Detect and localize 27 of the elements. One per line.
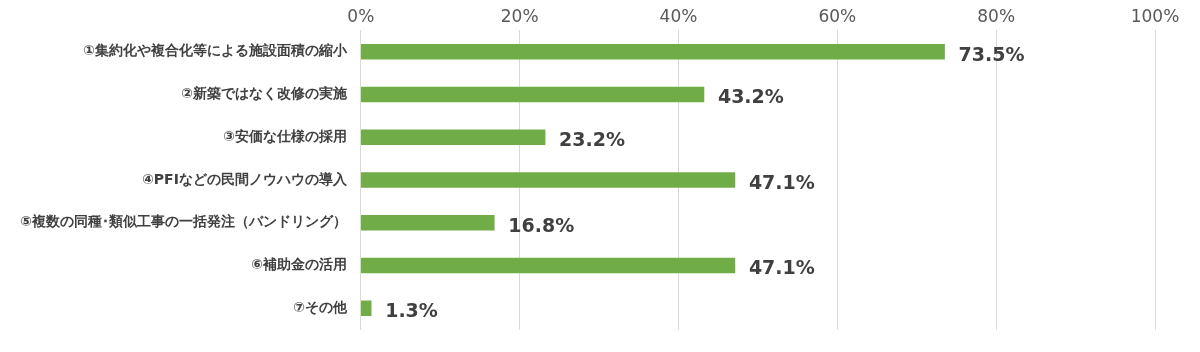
data-label: 73.5% (958, 42, 1025, 65)
x-tick-label: 40% (659, 5, 698, 26)
x-tick-label: 100% (1130, 5, 1180, 26)
y-tick-label: ③安価な仕様の採用 (222, 127, 347, 144)
data-label: 23.2% (559, 128, 626, 151)
x-tick-label: 80% (977, 5, 1016, 26)
y-tick-label: ①集約化や複合化等による施設面積の縮小 (82, 42, 348, 59)
data-label: 47.1% (748, 256, 815, 279)
x-tick-label: 0% (347, 5, 375, 26)
data-label: 47.1% (748, 170, 815, 193)
bar (361, 86, 705, 103)
x-tick-label: 20% (500, 5, 539, 26)
y-tick-label: ⑥補助金の活用 (250, 256, 347, 273)
data-label: 43.2% (717, 85, 784, 108)
bar (361, 257, 736, 274)
bar (361, 172, 736, 188)
y-tick-label: ⑦その他 (292, 298, 348, 315)
y-tick-label: ⑤複数の同種･類似工事の一括発注（バンドリング） (19, 213, 347, 230)
bar (361, 300, 372, 317)
y-tick-label: ④PFIなどの民間ノウハウの導入 (141, 170, 348, 187)
data-label: 16.8% (508, 213, 575, 236)
data-label: 1.3% (385, 299, 438, 322)
bar (361, 43, 945, 60)
bar (361, 214, 495, 231)
x-tick-label: 60% (818, 5, 857, 26)
bar (361, 129, 546, 146)
y-tick-label: ②新築ではなく改修の実施 (180, 85, 348, 102)
